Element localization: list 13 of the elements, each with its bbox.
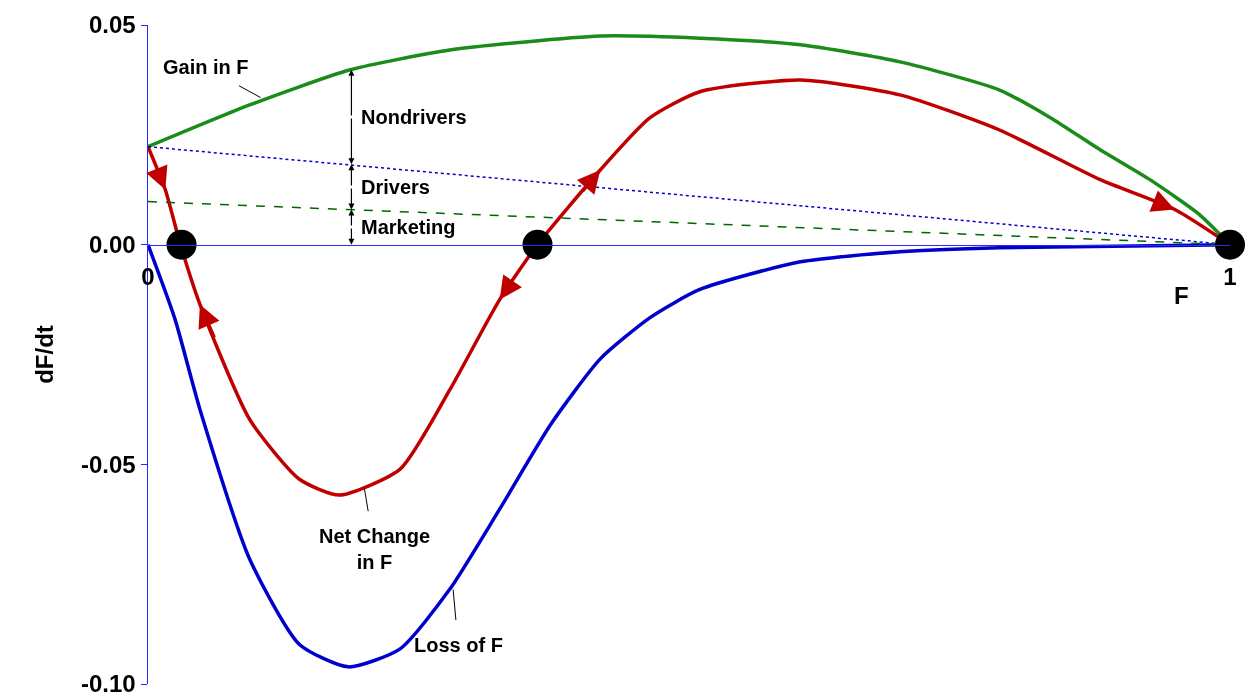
annotation: Nondrivers (361, 106, 467, 128)
x-tick-label: 1 (1223, 262, 1237, 290)
annotation: Gain in F (163, 56, 249, 78)
annotation: Marketing (361, 216, 456, 238)
annotation: Net Change in F (319, 525, 431, 573)
y-tick-label: 0.00 (88, 231, 136, 259)
y-axis-title: dF/dt (31, 325, 59, 384)
annotation: Loss of F (414, 634, 503, 656)
y-tick-label: 0.05 (88, 11, 136, 39)
x-axis-title: F (1174, 282, 1189, 309)
y-tick-label: -0.05 (81, 450, 136, 478)
annotation: Drivers (361, 176, 430, 198)
y-tick-label: -0.10 (81, 670, 136, 698)
